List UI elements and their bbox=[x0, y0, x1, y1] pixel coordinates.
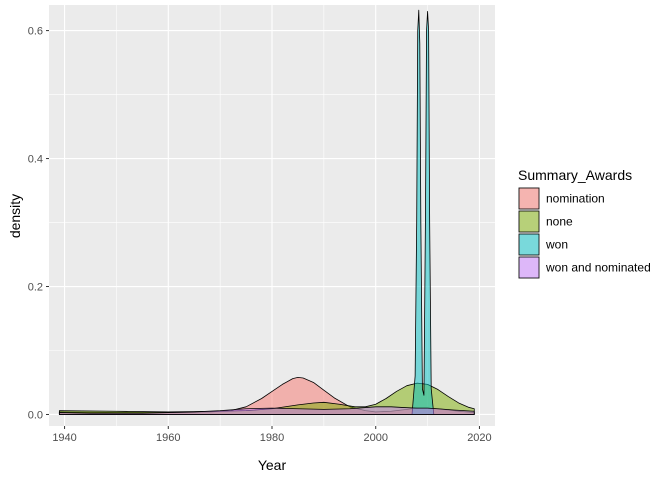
legend-label-won: won bbox=[545, 238, 568, 252]
y-tick-label: 0.4 bbox=[28, 154, 43, 166]
legend-key-won bbox=[518, 233, 540, 256]
y-axis-title: density bbox=[7, 194, 23, 238]
legend-key-nomination bbox=[518, 187, 540, 210]
x-axis-title: Year bbox=[258, 457, 287, 473]
x-tick-label: 2000 bbox=[363, 432, 387, 444]
x-tick-label: 1980 bbox=[260, 432, 284, 444]
legend-key-won-and-nominated bbox=[518, 256, 540, 279]
y-tick-label: 0.6 bbox=[28, 26, 43, 38]
legend-label-won-and-nominated: won and nominated bbox=[545, 261, 651, 275]
y-tick-label: 0.0 bbox=[28, 409, 43, 421]
x-tick-label: 1960 bbox=[156, 432, 180, 444]
legend: Summary_Awards nomination none won won and … bbox=[518, 167, 651, 279]
legend-label-nomination: nomination bbox=[546, 192, 605, 206]
major-gridlines bbox=[49, 5, 495, 426]
x-tick-label: 2020 bbox=[467, 432, 491, 444]
legend-label-none: none bbox=[546, 215, 573, 229]
x-axis: 1940 1960 1980 2000 2020 bbox=[52, 426, 492, 444]
density-area-won-and-nominated bbox=[58, 406, 475, 415]
density-areas bbox=[58, 9, 475, 415]
y-tick-label: 0.2 bbox=[28, 282, 43, 294]
y-axis: 0.0 0.2 0.4 0.6 bbox=[28, 26, 49, 421]
legend-title: Summary_Awards bbox=[518, 167, 632, 183]
x-tick-label: 1940 bbox=[52, 432, 76, 444]
legend-key-none bbox=[518, 210, 540, 233]
